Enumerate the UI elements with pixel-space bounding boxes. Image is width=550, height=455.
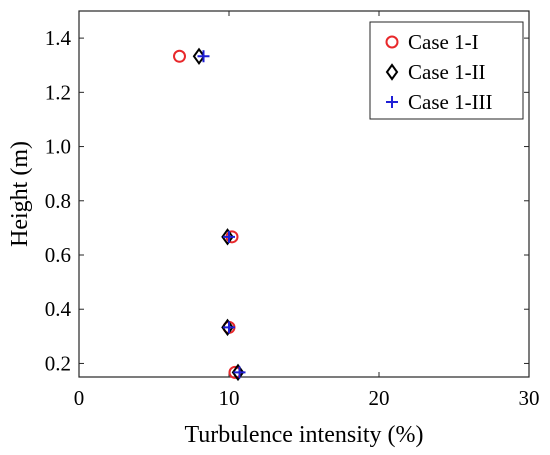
- y-tick-label: 1.4: [45, 26, 72, 50]
- y-axis: 0.2 0.4 0.6 0.8 1.0 1.2 1.4: [45, 26, 529, 375]
- data-point-plus: [233, 366, 246, 379]
- y-tick-label: 1.0: [45, 135, 71, 159]
- data-point-diamond: [221, 228, 234, 246]
- legend-label: Case 1-III: [408, 90, 493, 114]
- series-3: [197, 50, 246, 379]
- legend-marker-plus: [386, 96, 398, 108]
- x-tick-label: 0: [74, 386, 85, 410]
- legend-marker-diamond: [385, 63, 399, 81]
- y-tick-label: 0.4: [45, 297, 72, 321]
- x-tick-label: 10: [219, 386, 240, 410]
- series-2: [192, 47, 245, 382]
- legend: Case 1-I Case 1-II Case 1-III: [369, 21, 524, 120]
- data-point-diamond: [192, 47, 206, 65]
- y-tick-label: 1.2: [45, 80, 71, 104]
- y-tick-label: 0.2: [45, 351, 71, 375]
- data-point-diamond: [231, 363, 245, 382]
- y-tick-label: 0.6: [45, 243, 71, 267]
- x-tick-label: 20: [369, 386, 390, 410]
- data-point-plus: [197, 50, 210, 63]
- data-points: [173, 47, 246, 382]
- x-axis-label: Turbulence intensity (%): [184, 422, 423, 448]
- data-point-plus: [223, 321, 235, 334]
- x-tick-label: 30: [519, 386, 540, 410]
- data-point-diamond: [221, 318, 234, 337]
- legend-marker-circle: [385, 35, 399, 49]
- x-axis: 0 10 20 30: [74, 11, 540, 410]
- y-axis-label: Height (m): [7, 141, 33, 247]
- y-tick-label: 0.8: [45, 189, 71, 213]
- legend-label: Case 1-II: [408, 60, 486, 84]
- legend-label: Case 1-I: [408, 30, 479, 54]
- data-point-circle: [173, 49, 186, 63]
- data-point-plus: [223, 230, 235, 243]
